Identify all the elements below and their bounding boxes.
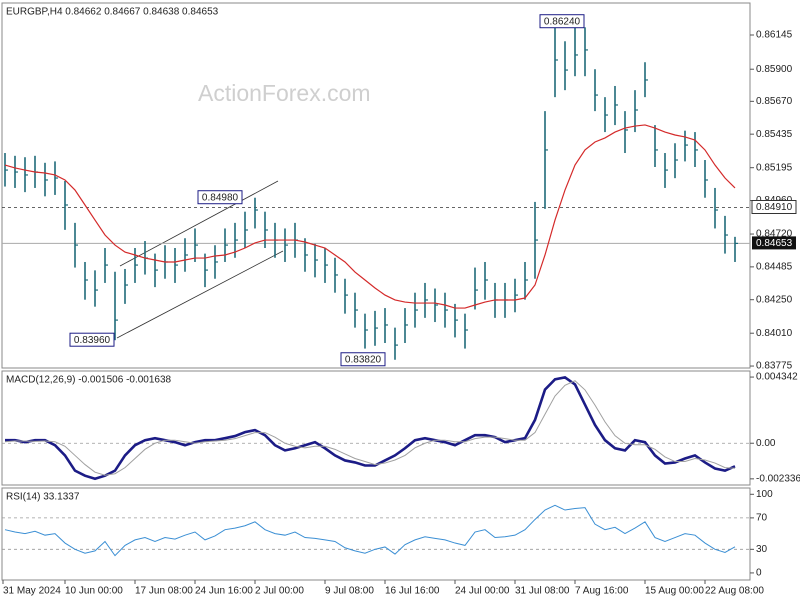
y-tick-label: 0.00 — [756, 438, 776, 449]
last-price-label: 0.84653 — [756, 238, 793, 249]
series-line — [4, 504, 736, 557]
y-tick-label: 0.85195 — [756, 162, 793, 173]
y-tick-label: 0.85900 — [756, 64, 793, 75]
x-tick-label: 9 Jul 08:00 — [325, 586, 374, 597]
last-price-box — [752, 236, 796, 250]
series-line — [5, 376, 736, 481]
watermark: ActionForex.com — [198, 80, 371, 106]
x-tick-label: 24 Jun 16:00 — [195, 586, 253, 597]
y-tick-label: 0.83775 — [756, 361, 793, 372]
x-tick-label: 10 Jun 00:00 — [65, 586, 123, 597]
x-tick-label: 15 Aug 00:00 — [645, 586, 704, 597]
y-tick-label: 70 — [756, 513, 768, 524]
annotation-label: 0.83960 — [74, 335, 111, 346]
panel-title: RSI(14) 33.1337 — [6, 492, 80, 503]
panel-title: MACD(12,26,9) -0.001506 -0.001638 — [6, 375, 172, 386]
x-tick-label: 2 Jul 00:00 — [255, 586, 304, 597]
annotation-box — [197, 190, 243, 205]
level-box — [751, 200, 797, 215]
annotation-box — [539, 14, 585, 29]
y-tick-label: 0 — [756, 568, 762, 579]
moving-average — [4, 124, 736, 309]
y-tick-label: 0.86145 — [756, 30, 793, 41]
y-tick-label: 0.84485 — [756, 262, 793, 273]
x-tick-label: 31 Jul 08:00 — [515, 586, 570, 597]
y-tick-label: -0.002336 — [756, 473, 800, 484]
x-tick-label: 31 May 2024 — [3, 586, 61, 597]
y-tick-label: 0.84720 — [756, 229, 793, 240]
rsi-panel-frame — [1, 487, 751, 581]
y-tick-label: 0.85435 — [756, 129, 793, 140]
panel-title: EURGBP,H4 0.84662 0.84667 0.84638 0.8465… — [6, 7, 219, 18]
annotation-label: 0.83820 — [345, 354, 382, 365]
annotation-box — [340, 352, 386, 367]
y-tick-label: 100 — [756, 489, 773, 500]
channel-lower — [116, 250, 284, 339]
x-tick-label: 7 Aug 16:00 — [575, 586, 629, 597]
x-tick-label: 16 Jul 16:00 — [385, 586, 440, 597]
series-line — [4, 380, 736, 476]
channel-upper — [119, 180, 279, 267]
y-tick-label: 0.85670 — [756, 96, 793, 107]
level-label: 0.84910 — [756, 202, 793, 213]
y-tick-label: 0.004342 — [756, 372, 798, 383]
annotation-label: 0.86240 — [544, 16, 581, 27]
y-tick-label: 0.84250 — [756, 294, 793, 305]
y-tick-label: 0.84010 — [756, 328, 793, 339]
macd-panel-frame — [1, 370, 751, 486]
x-tick-label: 24 Jul 00:00 — [455, 586, 510, 597]
y-tick-label: 30 — [756, 544, 768, 555]
annotation-label: 0.84980 — [202, 192, 239, 203]
x-tick-label: 17 Jun 08:00 — [135, 586, 193, 597]
price-panel-frame — [1, 2, 751, 369]
annotation-box — [69, 332, 115, 347]
x-tick-label: 22 Aug 08:00 — [705, 586, 764, 597]
